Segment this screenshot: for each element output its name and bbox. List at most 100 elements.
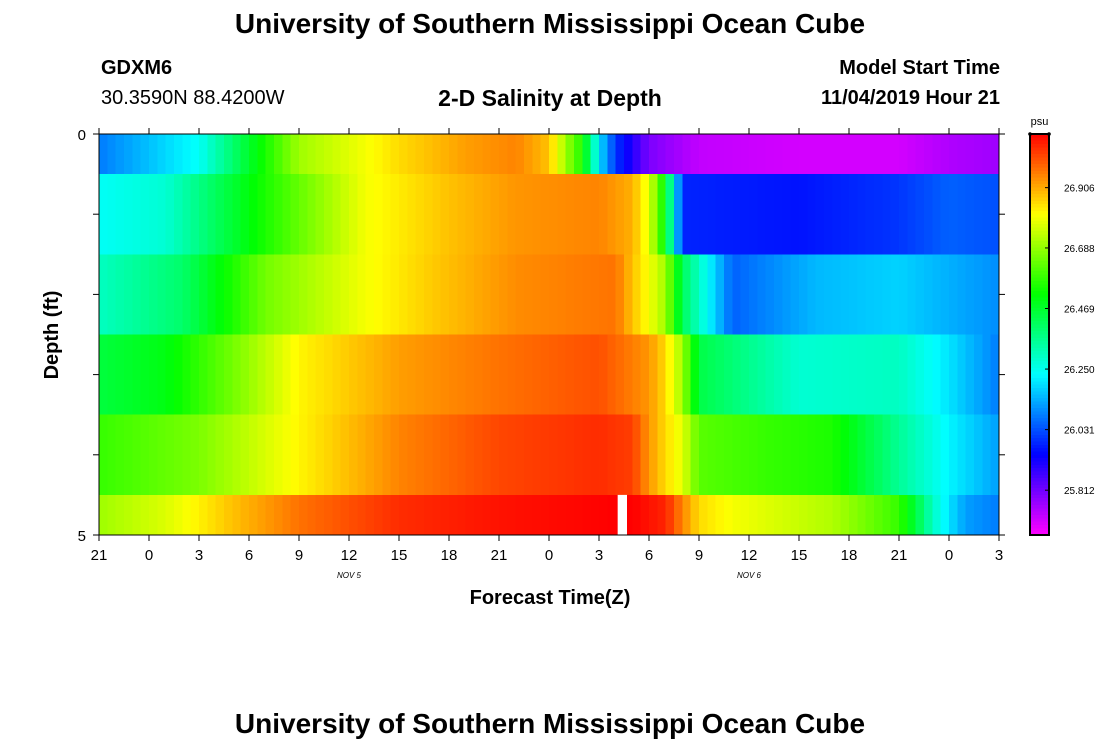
colorbar-swatch	[1030, 134, 1049, 138]
heatmap-cell	[507, 174, 517, 255]
heatmap-cell	[315, 414, 325, 495]
heatmap-cell	[415, 134, 425, 175]
heatmap-cell	[565, 254, 575, 335]
heatmap-cell	[949, 134, 958, 175]
heatmap-cell	[490, 414, 500, 495]
heatmap-cell	[782, 414, 792, 495]
heatmap-cell	[757, 414, 767, 495]
colorbar-swatch	[1030, 190, 1049, 195]
heatmap-cell	[407, 414, 417, 495]
colorbar-swatch	[1030, 150, 1049, 155]
x-tick-label: 9	[295, 547, 303, 564]
heatmap-cell	[899, 414, 908, 495]
heatmap-cell	[315, 494, 325, 535]
heatmap-cell	[924, 174, 933, 255]
heatmap-cell	[207, 254, 217, 335]
heatmap-cell	[632, 494, 642, 535]
colorbar-swatch	[1030, 240, 1049, 245]
heatmap-cell	[132, 174, 142, 255]
heatmap-cell	[840, 254, 850, 335]
heatmap-cell	[515, 414, 525, 495]
heatmap-cell	[365, 334, 375, 415]
heatmap-cell	[324, 414, 333, 495]
main-title: University of Southern Mississippi Ocean…	[234, 8, 866, 39]
heatmap-cell	[724, 414, 733, 495]
heatmap-cell	[290, 254, 300, 335]
heatmap-cell	[740, 174, 750, 255]
heatmap-cell	[532, 494, 542, 535]
heatmap-cell	[857, 174, 867, 255]
heatmap-cell	[340, 334, 350, 415]
heatmap-cell	[790, 134, 800, 175]
heatmap-cell	[257, 254, 267, 335]
heatmap-cell	[257, 174, 267, 255]
heatmap-cell	[657, 254, 667, 335]
heatmap-cell	[915, 254, 925, 335]
heatmap-cell	[899, 134, 908, 175]
heatmap-cell	[574, 174, 583, 255]
heatmap-cell	[190, 334, 200, 415]
heatmap-cell	[932, 254, 942, 335]
heatmap-cell	[649, 174, 658, 255]
heatmap-cell	[490, 254, 500, 335]
heatmap-cell	[265, 334, 275, 415]
x-tick-label: 18	[841, 547, 858, 564]
heatmap-cell	[640, 134, 650, 175]
heatmap-cell	[390, 334, 400, 415]
heatmap-cell	[365, 174, 375, 255]
heatmap-cell	[299, 334, 308, 415]
heatmap-cell	[132, 414, 142, 495]
colorbar-swatch	[1030, 491, 1049, 496]
colorbar-swatch	[1030, 344, 1049, 349]
heatmap-cell	[465, 334, 475, 415]
heatmap-cell	[274, 414, 283, 495]
colorbar-swatch	[1030, 444, 1049, 449]
heatmap-cell	[424, 494, 433, 535]
heatmap-cells	[99, 134, 1000, 535]
heatmap-cell	[724, 254, 733, 335]
heatmap-cell	[182, 494, 192, 535]
heatmap-cell	[382, 134, 392, 175]
heatmap-cell	[974, 414, 983, 495]
colorbar-swatch	[1030, 204, 1049, 209]
heatmap-cell	[432, 334, 442, 415]
heatmap-cell	[882, 334, 892, 415]
colorbar-swatch	[1030, 200, 1049, 205]
heatmap-cell	[365, 134, 375, 175]
heatmap-cell	[432, 254, 442, 335]
heatmap-cell	[657, 134, 667, 175]
colorbar-swatch	[1030, 281, 1049, 285]
y-tick-label: 0	[78, 127, 86, 144]
heatmap-cell	[140, 334, 150, 415]
heatmap-cell	[499, 494, 508, 535]
heatmap-cell	[682, 334, 692, 415]
heatmap-cell	[757, 254, 767, 335]
heatmap-cell	[882, 494, 892, 535]
heatmap-cell	[457, 494, 467, 535]
heatmap-cell	[407, 174, 417, 255]
heatmap-cell	[765, 134, 775, 175]
heatmap-cell	[224, 134, 233, 175]
heatmap-cell	[607, 174, 617, 255]
heatmap-cell	[924, 414, 933, 495]
heatmap-cell	[732, 334, 742, 415]
heatmap-cell	[965, 494, 975, 535]
heatmap-cell	[907, 254, 917, 335]
heatmap-cell	[715, 494, 725, 535]
heatmap-cell	[190, 174, 200, 255]
heatmap-cell	[424, 134, 433, 175]
heatmap-cell	[690, 334, 700, 415]
x-tick-label: 12	[341, 547, 358, 564]
colorbar-swatch	[1030, 217, 1049, 222]
heatmap-cell	[640, 494, 650, 535]
heatmap-cell	[849, 254, 858, 335]
heatmap-cell	[399, 254, 408, 335]
heatmap-cell	[140, 414, 150, 495]
heatmap-cell	[365, 494, 375, 535]
colorbar-swatch	[1030, 441, 1049, 446]
heatmap-cell	[699, 174, 708, 255]
colorbar-swatch	[1030, 521, 1049, 526]
heatmap-cell	[532, 254, 542, 335]
colorbar-swatch	[1030, 357, 1049, 362]
heatmap-cell	[724, 174, 733, 255]
